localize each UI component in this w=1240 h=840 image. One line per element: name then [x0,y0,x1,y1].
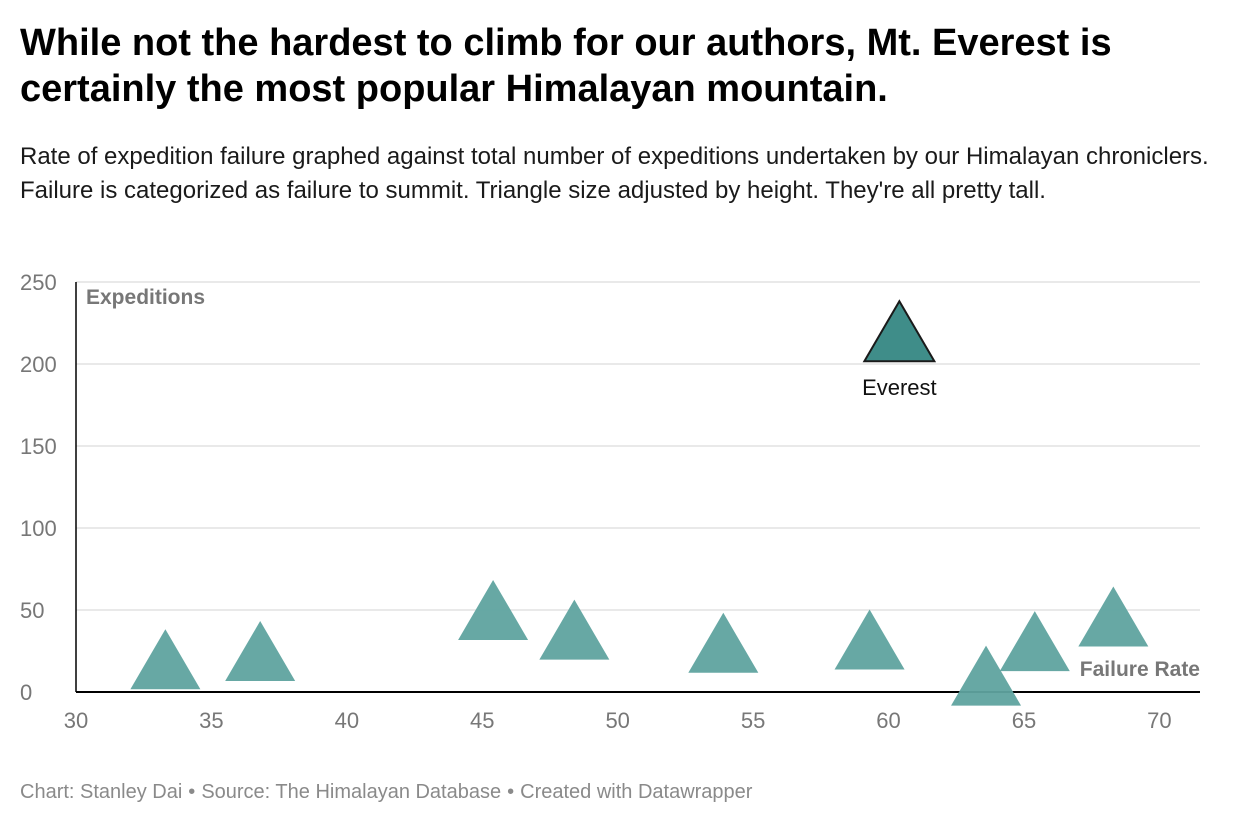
highlighted-point-marker [862,299,937,363]
point-marker [539,599,610,660]
y-tick-label: 250 [20,270,57,295]
y-tick-label: 100 [20,516,57,541]
point-marker [688,612,759,673]
y-tick-label: 200 [20,352,57,377]
x-tick-label: 70 [1147,708,1171,733]
x-tick-label: 65 [1012,708,1036,733]
x-tick-label: 40 [335,708,359,733]
point-marker [951,645,1022,706]
point-marker [1078,586,1149,647]
point-marker [225,621,296,681]
x-axis-label: Failure Rate [1080,658,1200,681]
point-marker [130,629,201,690]
x-tick-label: 55 [741,708,765,733]
x-tick-label: 35 [199,708,223,733]
x-tick-label: 30 [64,708,88,733]
point-label: Everest [862,375,937,400]
footer-separator: • [507,781,515,803]
y-axis-label: Expeditions [86,286,205,309]
footer-tool: Created with Datawrapper [520,781,753,803]
x-tick-label: 50 [605,708,629,733]
footer-separator: • [188,781,196,803]
scatter-chart: 0 50 100 150 200 250 30 35 40 45 50 55 60 65 70 Expedit… [20,270,1200,733]
chart-title: While not the hardest to climb for our a… [20,22,1112,110]
x-tick-label: 60 [876,708,900,733]
chart-footer: Chart: Stanley Dai • Source: The Himalayan… [20,778,1220,806]
footer-source: Source: The Himalayan Database [201,781,502,803]
chart-subtitle: Rate of expedition failure graphed again… [20,143,1209,204]
point-marker [458,580,529,640]
y-tick-label: 0 [20,680,32,705]
y-tick-label: 150 [20,434,57,459]
footer-credit: Chart: Stanley Dai [20,781,183,803]
chart-area: 0 50 100 150 200 250 30 35 40 45 50 55 60 65 70 Expedit… [0,260,1240,760]
x-tick-label: 45 [470,708,494,733]
point-marker [834,609,905,670]
y-tick-label: 50 [20,598,44,623]
point-marker [999,611,1070,672]
